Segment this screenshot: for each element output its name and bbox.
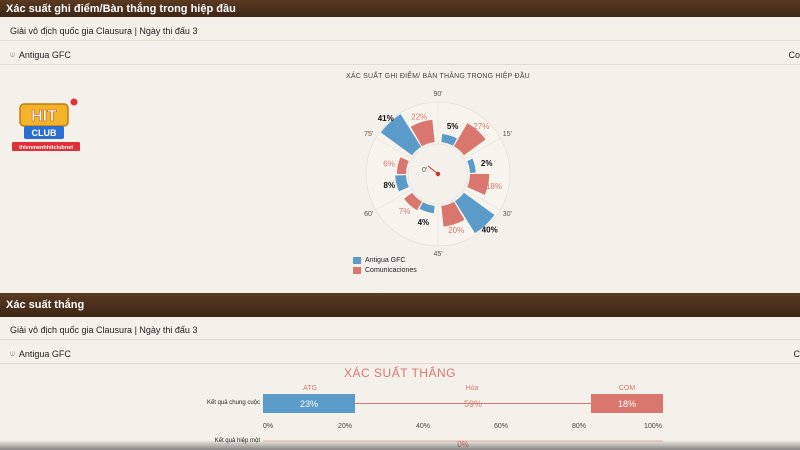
atg-value: 23% [300,399,318,409]
polar-bar [467,158,476,173]
polar-value-label: 6% [383,160,395,169]
polar-tick-label: 90' [433,91,442,98]
league-label: Giải vô địch quốc gia Clausura | Ngày th… [10,324,198,335]
polar-axis-line [375,188,413,211]
polar-tick-label: 15' [503,131,512,138]
polar-bar [404,192,422,211]
polar-chart: XÁC SUẤT GHI ĐIỂM/ BÀN THẮNG TRONG HIỆP … [346,70,530,258]
x-tick: 20% [337,423,353,430]
legend-item-antigua[interactable]: Antigua GFC [353,257,405,264]
logo-club-text: CLUB [32,128,57,138]
segment-label-atg: ATG [303,385,317,392]
polar-center-label: 0' [422,167,427,174]
row-label-first-half: Kết quả hiệp một [150,438,260,444]
legend-label: Antigua GFC [365,257,406,264]
team-name: Antigua GFC [18,348,71,359]
section-title: Xác suất ghi điểm/Bàn thắng trong hiệp đ… [6,2,236,15]
polar-value-label: 8% [384,181,396,190]
x-tick: 60% [493,423,509,430]
logo-badge-text: HIT [31,108,57,125]
row-label-full-time: Kết quả chung cuộc [206,400,260,406]
polar-bar [380,114,422,156]
polar-value-label: 7% [399,207,411,216]
com-bar [591,394,663,413]
legend-label: Comunicaciones [365,267,417,274]
pin-icon: ⍦ [10,49,15,59]
com-value: 18% [618,399,636,409]
team-name: Antigua GFC [18,49,71,60]
polar-tick-label: 60' [364,211,373,218]
polar-value-label: 41% [378,114,394,123]
polar-value-label: 18% [486,182,502,191]
polar-value-label: 5% [447,122,459,131]
section-header-first-half: Xác suất ghi điểm/Bàn thắng trong hiệp đ… [0,0,800,17]
win-prob-title: XÁC SUẤT THẮNG [344,366,456,380]
x-tick: 100% [644,423,662,430]
polar-bar [454,192,495,234]
polar-value-label: 2% [481,159,493,168]
team-row[interactable]: ⍦ Antigua GFC C [0,344,800,364]
polar-bar [441,133,457,146]
first-half-value: 0% [457,440,469,449]
polar-bar [441,201,465,227]
atg-bar [263,394,355,413]
legend-item-comunicaciones[interactable]: Comunicaciones [353,267,417,274]
polar-bar [396,157,409,174]
polar-bar [395,175,409,192]
x-tick: 80% [571,423,587,430]
legend-swatch-blue [353,257,361,264]
hitclub-logo[interactable]: HIT CLUB thienmenhhitclubnet [10,96,82,158]
league-row: Giải vô địch quốc gia Clausura | Ngày th… [0,320,800,340]
section-header-win-prob: Xác suất thắng [0,293,800,317]
team-row[interactable]: ⍦ Antigua GFC Co [0,45,800,65]
polar-value-label: 4% [418,218,430,227]
legend-swatch-red [353,267,361,274]
league-label: Giải vô địch quốc gia Clausura | Ngày th… [10,25,198,36]
polar-value-label: 20% [448,226,464,235]
polar-bar [419,202,435,214]
team-away-truncated: C [793,348,800,359]
polar-value-label: 40% [482,225,498,234]
segment-label-draw: Hòa [465,385,479,392]
x-tick: 0% [262,423,274,430]
polar-tick-label: 45' [433,251,442,258]
team-away-truncated: Co [788,49,800,60]
bottom-shadow [0,440,800,450]
polar-bar [410,119,435,147]
pin-icon: ⍦ [10,348,15,358]
polar-chart-title: XÁC SUẤT GHI ĐIỂM/ BÀN THẮNG TRONG HIỆP … [346,70,530,80]
polar-axis-line [463,137,501,160]
polar-axis-line [463,188,501,211]
polar-tick-label: 75' [364,131,373,138]
polar-center-dot [435,171,441,177]
segment-label-com: COM [618,385,636,392]
logo-domain-text: thienmenhhitclubnet [19,145,73,151]
polar-bar [454,123,486,156]
section-title: Xác suất thắng [6,299,85,311]
polar-bar [467,174,490,195]
polar-value-label: 27% [473,122,489,131]
polar-tick-label: 30' [503,211,512,218]
x-tick: 40% [415,423,431,430]
league-row: Giải vô địch quốc gia Clausura | Ngày th… [0,21,800,41]
polar-value-label: 22% [411,112,427,121]
polar-axis-line [375,137,413,160]
draw-value: 59% [464,399,482,409]
